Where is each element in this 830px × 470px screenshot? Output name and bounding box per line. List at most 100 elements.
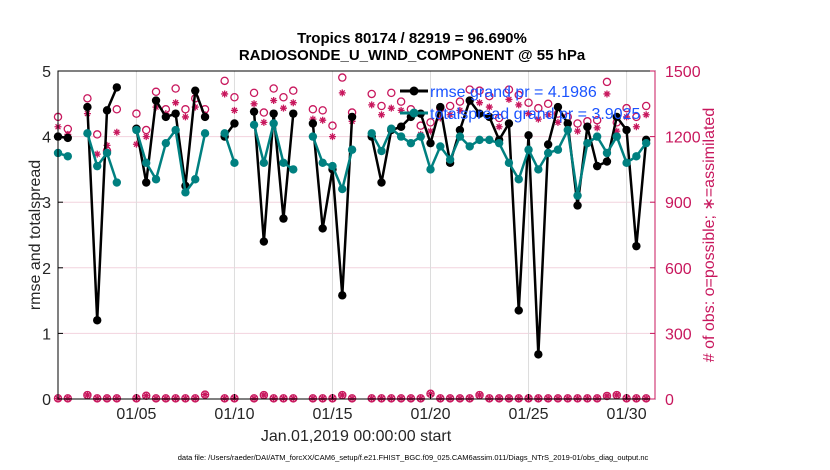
possible-point [494, 113, 504, 123]
assimilated-point [525, 110, 533, 118]
assimilated-bottom-point [505, 394, 513, 402]
rmse-line [86, 86, 118, 322]
rmse-point [534, 350, 543, 359]
legend-rmse-label: rmse grand pr = 4.1986 [430, 84, 597, 101]
totalspread-point [279, 158, 288, 168]
footnote: data file: /Users/raeder/DAI/ATM_forcXX/… [178, 453, 649, 462]
totalspread-point [583, 138, 592, 148]
totalspread-point [328, 161, 337, 171]
totalspread-point [612, 132, 621, 141]
rmse-point [249, 107, 259, 116]
assimilated-point [642, 111, 650, 119]
possible-point [543, 99, 553, 109]
rmse-point [347, 112, 357, 122]
possible-point [396, 97, 406, 106]
totalspread-point [514, 175, 523, 184]
assimilated-bottom-point [191, 394, 199, 402]
possible-point [524, 98, 533, 107]
assimilated-bottom-point [446, 394, 454, 402]
possible-bottom-point [112, 394, 122, 403]
totalspread-point [63, 152, 73, 161]
possible-point [269, 84, 278, 93]
totalspread-point [269, 119, 278, 128]
rmse-point [83, 102, 92, 112]
y-axis-label: rmse and totalspread [27, 160, 44, 310]
assimilated-point [172, 99, 180, 107]
possible-point [367, 89, 376, 99]
assimilated-bottom-point [387, 394, 395, 402]
assimilated-bottom-point [289, 394, 297, 402]
assimilated-bottom-point [172, 394, 180, 402]
assimilated-point [427, 127, 435, 135]
possible-bottom-point [465, 394, 474, 403]
rmse-point [436, 102, 445, 112]
assimilated-point [230, 106, 238, 114]
y-right-tick-label: 1200 [665, 130, 701, 147]
possible-point [377, 101, 386, 111]
assimilated-point [289, 99, 297, 107]
totalspread-point [387, 124, 396, 133]
rmse-point [514, 306, 523, 315]
y-right-tick-label: 1500 [665, 64, 701, 81]
possible-bottom-point [318, 394, 327, 403]
assimilated-point [368, 101, 376, 109]
possible-bottom-point [387, 394, 396, 403]
totalspread-point [632, 152, 641, 161]
totalspread-point [181, 188, 190, 197]
assimilated-bottom-point [593, 394, 601, 402]
totalspread-point [132, 125, 141, 135]
assimilated-bottom-point [407, 394, 415, 402]
possible-point [534, 103, 543, 113]
totalspread-point [573, 191, 582, 200]
assimilated-point [505, 95, 513, 103]
assimilated-bottom-point [476, 391, 484, 399]
possible-point [132, 109, 141, 118]
x-tick-label: 01/10 [214, 406, 254, 423]
assimilated-point [534, 115, 542, 123]
totalspread-line [86, 132, 119, 183]
x-tick-label: 01/25 [509, 406, 549, 423]
rmse-point [308, 119, 318, 128]
assimilated-bottom-point [642, 394, 650, 402]
assimilated-bottom-point [64, 394, 72, 402]
x-tick-label: 01/30 [607, 406, 647, 423]
possible-bottom-point [161, 394, 171, 403]
assimilated-bottom-point [181, 394, 189, 402]
assimilated-bottom-point [485, 394, 493, 402]
totalspread-point [308, 132, 318, 141]
rmse-line [252, 111, 295, 243]
totalspread-point [543, 148, 553, 158]
assimilated-bottom-point [466, 394, 474, 402]
possible-bottom-point [573, 394, 582, 403]
possible-bottom-point [367, 394, 376, 403]
totalspread-point [200, 129, 210, 138]
rmse-point [93, 316, 102, 325]
assimilated-bottom-point [495, 394, 503, 402]
assimilated-bottom-point [544, 394, 552, 402]
possible-bottom-point [563, 394, 573, 403]
possible-point [602, 77, 612, 87]
possible-point [445, 101, 455, 111]
totalspread-point [406, 138, 416, 148]
assimilated-bottom-point [83, 391, 91, 399]
possible-point [112, 105, 122, 114]
rmse-point [191, 86, 200, 95]
rmse-point [338, 291, 347, 300]
assimilated-bottom-point [93, 394, 101, 402]
rmse-point [200, 112, 210, 122]
assimilated-point [319, 116, 327, 124]
assimilated-bottom-point [417, 394, 425, 402]
totalspread-point [142, 158, 151, 168]
possible-bottom-point [534, 394, 543, 403]
rmse-point [377, 178, 386, 187]
rmse-point [524, 131, 533, 140]
series-layer [53, 73, 651, 403]
rmse-point [553, 102, 563, 112]
possible-point [485, 91, 494, 101]
assimilated-bottom-point [260, 391, 268, 399]
possible-point [259, 108, 269, 117]
y-tick-label: 2 [42, 261, 51, 278]
totalspread-point [534, 165, 543, 174]
totalspread-point [416, 132, 425, 141]
